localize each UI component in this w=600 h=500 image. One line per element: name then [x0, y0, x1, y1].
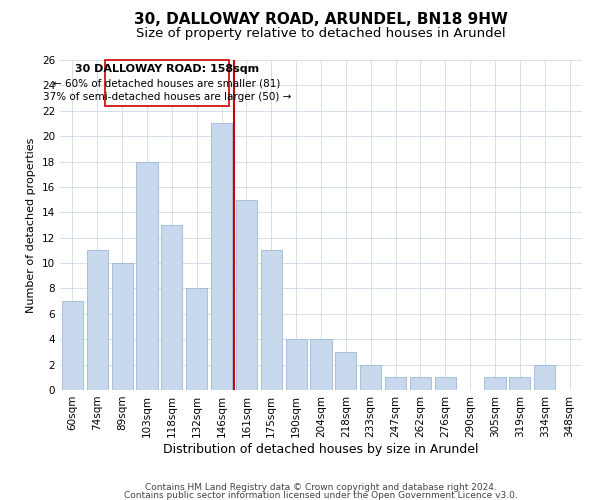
Text: 30 DALLOWAY ROAD: 158sqm: 30 DALLOWAY ROAD: 158sqm [75, 64, 259, 74]
Bar [236, 200, 257, 390]
Bar [136, 162, 158, 390]
Text: Size of property relative to detached houses in Arundel: Size of property relative to detached ho… [136, 28, 506, 40]
Bar [484, 378, 506, 390]
Bar [385, 378, 406, 390]
Bar [261, 250, 282, 390]
Bar [435, 378, 456, 390]
Bar [286, 339, 307, 390]
Bar [186, 288, 207, 390]
Text: 37% of semi-detached houses are larger (50) →: 37% of semi-detached houses are larger (… [43, 92, 291, 102]
Bar [211, 124, 232, 390]
FancyBboxPatch shape [105, 60, 229, 106]
Bar [360, 364, 381, 390]
Bar [335, 352, 356, 390]
Bar [62, 301, 83, 390]
Text: 30, DALLOWAY ROAD, ARUNDEL, BN18 9HW: 30, DALLOWAY ROAD, ARUNDEL, BN18 9HW [134, 12, 508, 28]
Y-axis label: Number of detached properties: Number of detached properties [26, 138, 37, 312]
Bar [87, 250, 108, 390]
Text: Contains HM Land Registry data © Crown copyright and database right 2024.: Contains HM Land Registry data © Crown c… [145, 482, 497, 492]
Bar [310, 339, 332, 390]
Text: ← 60% of detached houses are smaller (81): ← 60% of detached houses are smaller (81… [53, 78, 281, 88]
X-axis label: Distribution of detached houses by size in Arundel: Distribution of detached houses by size … [163, 442, 479, 456]
Bar [410, 378, 431, 390]
Text: Contains public sector information licensed under the Open Government Licence v3: Contains public sector information licen… [124, 491, 518, 500]
Bar [509, 378, 530, 390]
Bar [534, 364, 555, 390]
Bar [161, 225, 182, 390]
Bar [112, 263, 133, 390]
